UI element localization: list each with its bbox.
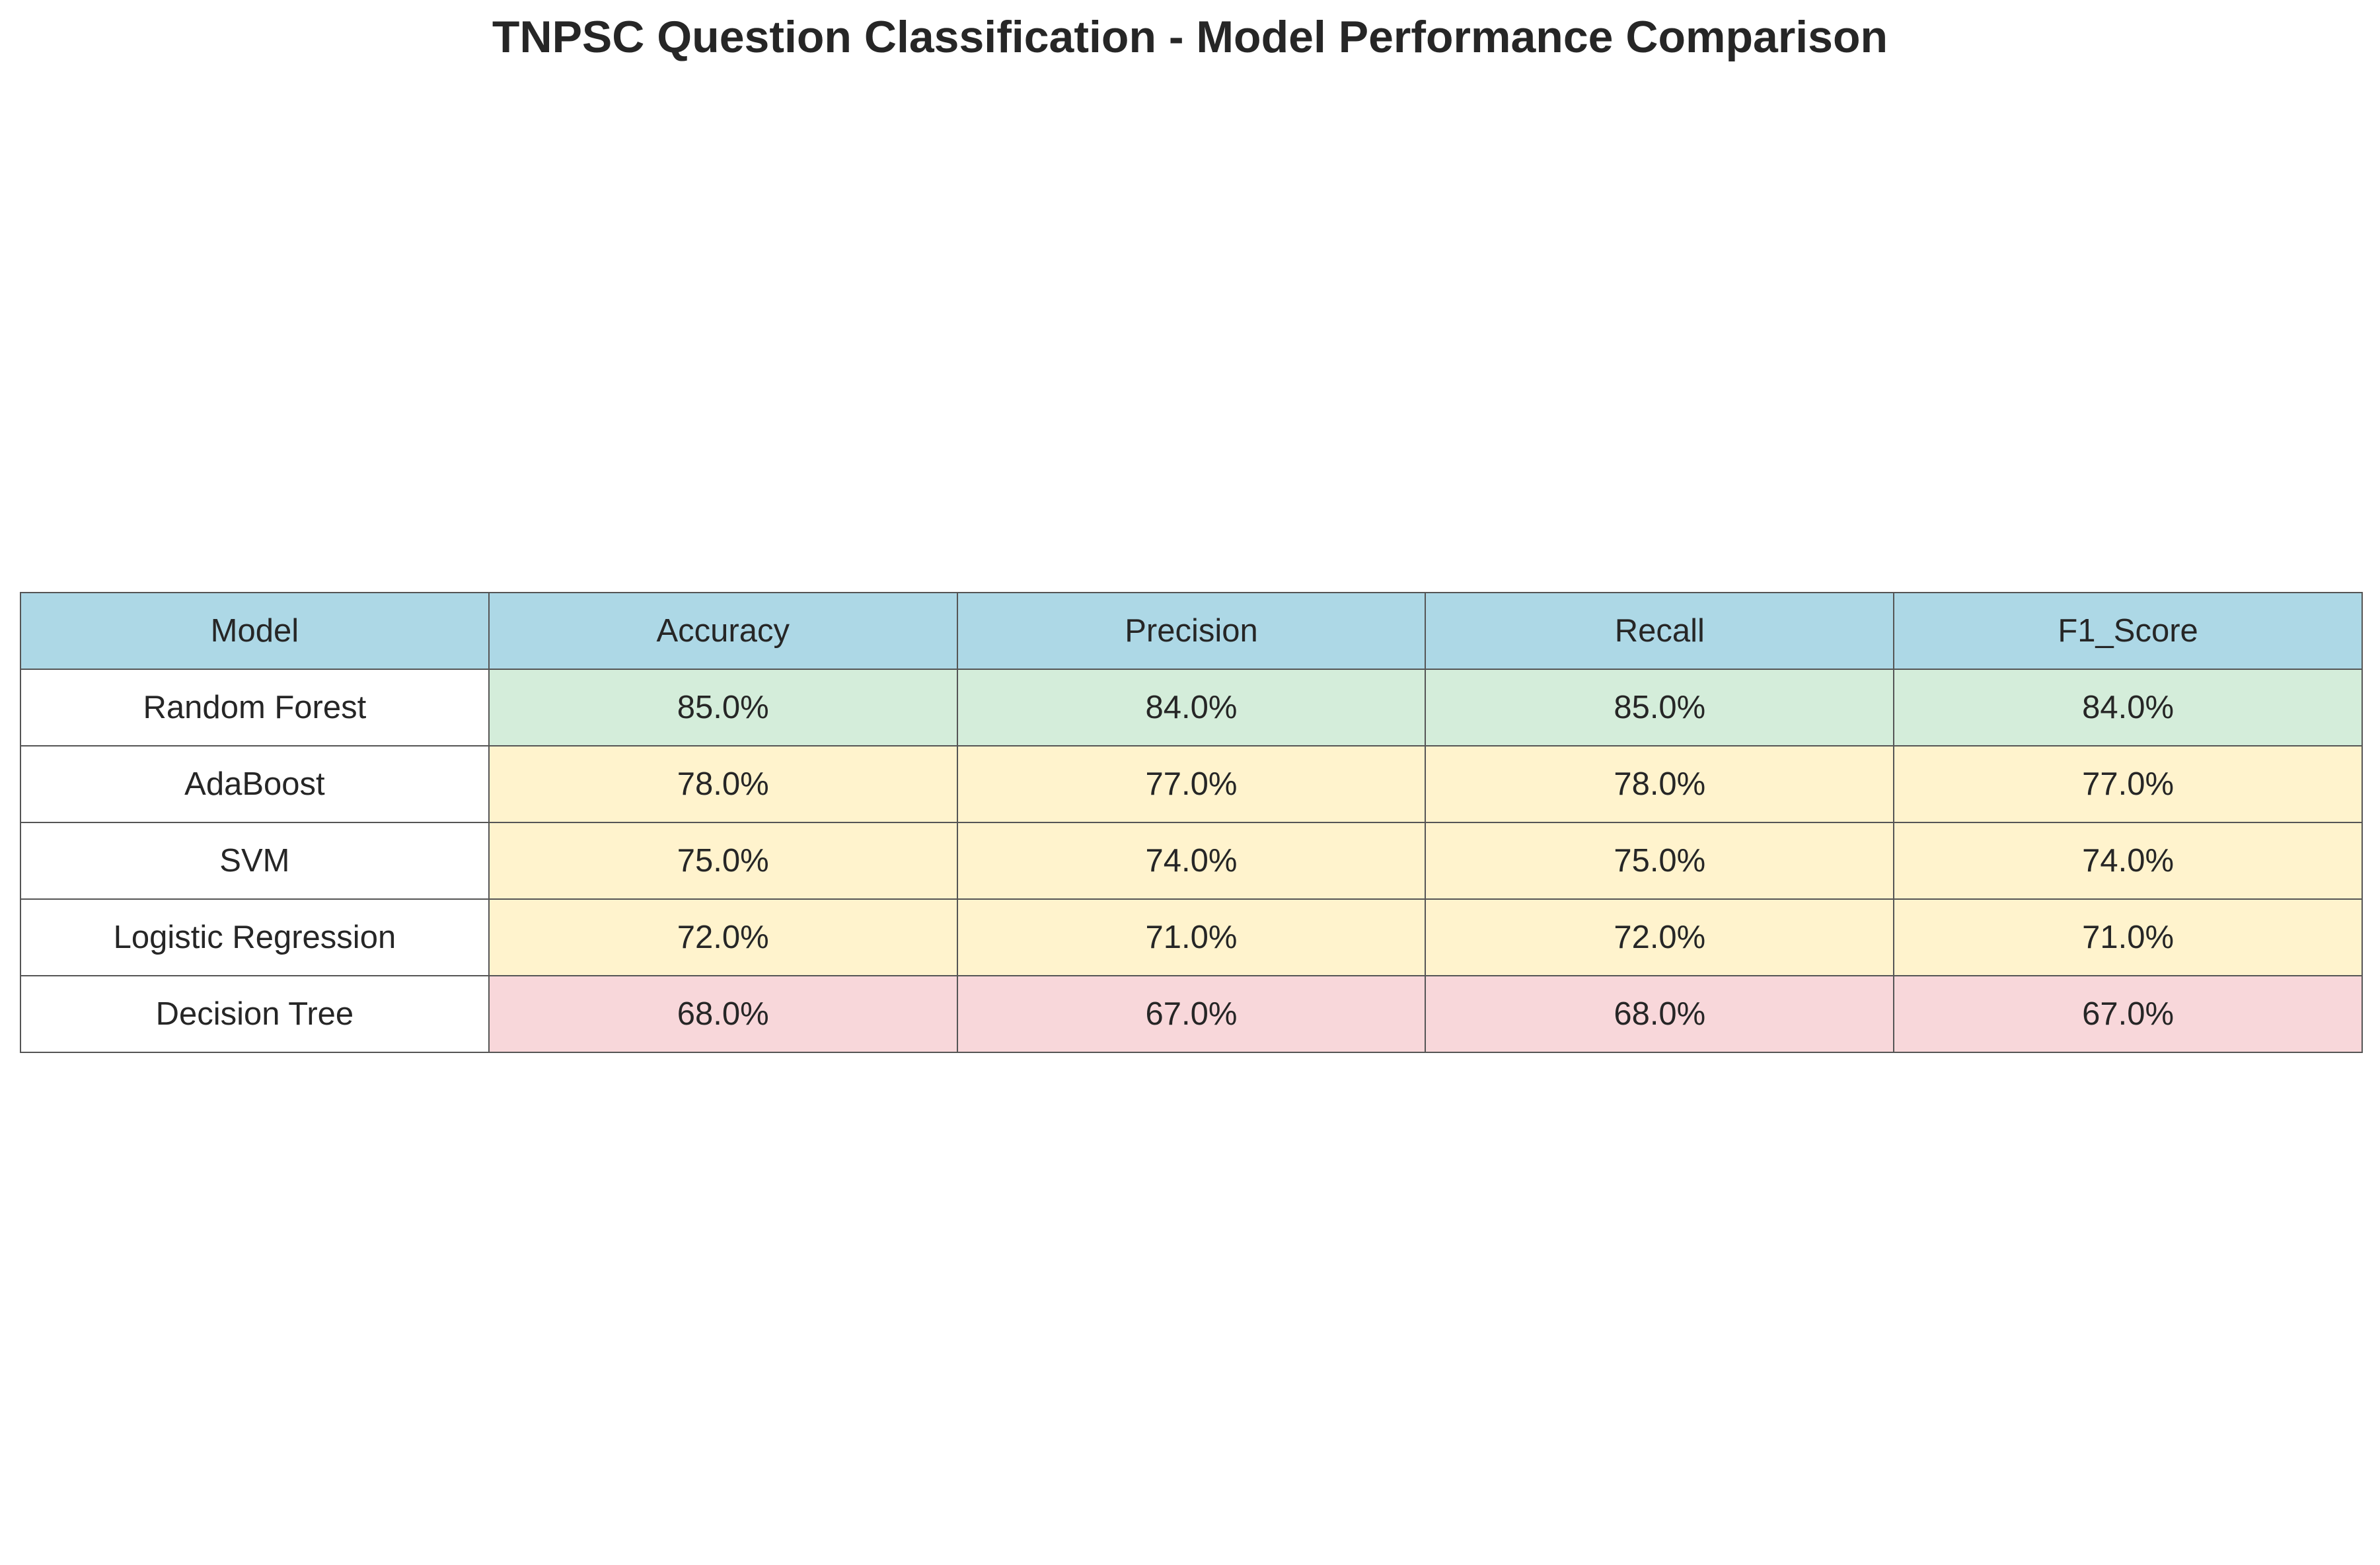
f1-score-cell: 77.0% (1893, 745, 2363, 823)
recall-cell: 85.0% (1425, 669, 1895, 746)
table-body: Random Forest 85.0% 84.0% 85.0% 84.0% Ad… (20, 669, 2363, 1053)
precision-cell: 74.0% (956, 822, 1427, 900)
recall-cell: 68.0% (1425, 975, 1895, 1053)
model-name-cell: Logistic Regression (20, 898, 490, 976)
precision-cell: 67.0% (956, 975, 1427, 1053)
model-name-cell: AdaBoost (20, 745, 490, 823)
accuracy-cell: 78.0% (488, 745, 958, 823)
recall-cell: 72.0% (1425, 898, 1895, 976)
header-accuracy: Accuracy (488, 592, 958, 670)
chart-title: TNPSC Question Classification - Model Pe… (492, 12, 1888, 62)
model-name-cell: Random Forest (20, 669, 490, 746)
table-row: SVM 75.0% 74.0% 75.0% 74.0% (20, 822, 2363, 900)
header-f1-score: F1_Score (1893, 592, 2363, 670)
accuracy-cell: 75.0% (488, 822, 958, 900)
precision-cell: 77.0% (956, 745, 1427, 823)
precision-cell: 71.0% (956, 898, 1427, 976)
table-row: Decision Tree 68.0% 67.0% 68.0% 67.0% (20, 975, 2363, 1053)
model-name-cell: SVM (20, 822, 490, 900)
header-model: Model (20, 592, 490, 670)
f1-score-cell: 74.0% (1893, 822, 2363, 900)
header-precision: Precision (956, 592, 1427, 670)
performance-table: Model Accuracy Precision Recall F1_Score… (20, 592, 2363, 1053)
f1-score-cell: 84.0% (1893, 669, 2363, 746)
f1-score-cell: 71.0% (1893, 898, 2363, 976)
table-row: AdaBoost 78.0% 77.0% 78.0% 77.0% (20, 745, 2363, 823)
accuracy-cell: 72.0% (488, 898, 958, 976)
table-header: Model Accuracy Precision Recall F1_Score (20, 592, 2363, 670)
header-row: Model Accuracy Precision Recall F1_Score (20, 592, 2363, 670)
performance-table-container: Model Accuracy Precision Recall F1_Score… (20, 592, 2363, 1053)
recall-cell: 75.0% (1425, 822, 1895, 900)
recall-cell: 78.0% (1425, 745, 1895, 823)
model-name-cell: Decision Tree (20, 975, 490, 1053)
precision-cell: 84.0% (956, 669, 1427, 746)
table-row: Logistic Regression 72.0% 71.0% 72.0% 71… (20, 898, 2363, 976)
f1-score-cell: 67.0% (1893, 975, 2363, 1053)
table-row: Random Forest 85.0% 84.0% 85.0% 84.0% (20, 669, 2363, 746)
accuracy-cell: 68.0% (488, 975, 958, 1053)
header-recall: Recall (1425, 592, 1895, 670)
accuracy-cell: 85.0% (488, 669, 958, 746)
